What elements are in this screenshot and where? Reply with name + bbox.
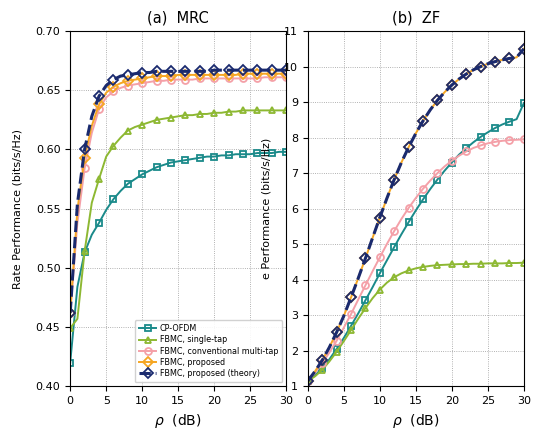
Y-axis label: Rate Performance (bits/s/Hz): Rate Performance (bits/s/Hz) <box>12 129 23 289</box>
Y-axis label: e Performance (bits/s/Hz): e Performance (bits/s/Hz) <box>261 138 271 279</box>
Title: (b)  ZF: (b) ZF <box>392 11 440 26</box>
Title: (a)  MRC: (a) MRC <box>147 11 209 26</box>
X-axis label: $\rho$  (dB): $\rho$ (dB) <box>392 412 440 429</box>
X-axis label: $\rho$  (dB): $\rho$ (dB) <box>154 412 202 429</box>
Legend: CP-OFDM, FBMC, single-tap, FBMC, conventional multi-tap, FBMC, proposed, FBMC, p: CP-OFDM, FBMC, single-tap, FBMC, convent… <box>134 320 282 382</box>
